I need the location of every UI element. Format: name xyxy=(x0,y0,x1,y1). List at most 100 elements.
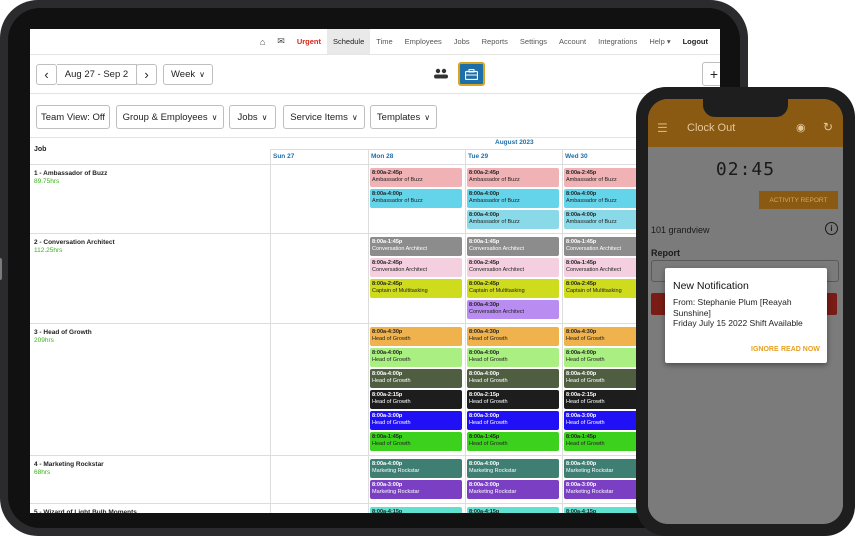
shift-block[interactable]: 8:00a-4:00p Marketing Rockstar xyxy=(564,459,644,478)
job-title[interactable]: 5 - Wizard of Light Bulb Moments xyxy=(34,509,137,513)
chevron-down-icon: ∨ xyxy=(261,112,268,122)
shift-block[interactable]: 8:00a-4:15pWizard of Light Bulb Moments xyxy=(564,507,644,513)
shift-block[interactable]: 8:00a-2:15p Head of Growth xyxy=(370,390,462,409)
prev-week-button[interactable]: ‹ xyxy=(36,64,57,85)
shift-block[interactable]: 8:00a-2:15p Head of Growth xyxy=(467,390,559,409)
shift-block[interactable]: 8:00a-4:00p Ambassador of Buzz xyxy=(467,210,559,229)
group-employees-filter[interactable]: Group & Employees ∨ xyxy=(116,105,224,129)
nav-logout[interactable]: Logout xyxy=(682,37,708,46)
shift-job-name: Marketing Rockstar xyxy=(469,489,517,495)
team-view-icon[interactable] xyxy=(427,62,455,86)
ignore-button[interactable]: IGNORE xyxy=(751,346,779,353)
shift-block[interactable]: 8:00a-3:00p Head of Growth xyxy=(564,411,644,430)
shift-block[interactable]: 8:00a-4:00p Ambassador of Buzz xyxy=(467,189,559,208)
shift-block[interactable]: 8:00a-1:45p Head of Growth xyxy=(564,432,644,451)
shift-block[interactable]: 8:00a-4:15pWizard of Light Bulb Moments xyxy=(467,507,559,513)
shift-block[interactable]: 8:00a-3:00p Marketing Rockstar xyxy=(467,480,559,499)
shift-block[interactable]: 8:00a-4:30p Head of Growth xyxy=(370,327,462,346)
shift-block[interactable]: 8:00a-3:00p Marketing Rockstar xyxy=(564,480,644,499)
shift-block[interactable]: 8:00a-4:30p Head of Growth xyxy=(467,327,559,346)
job-title[interactable]: 2 - Conversation Architect xyxy=(34,239,115,246)
date-range[interactable]: Aug 27 - Sep 2 xyxy=(57,64,137,85)
shift-block[interactable]: 8:00a-4:00p Head of Growth xyxy=(467,348,559,367)
shift-block[interactable]: 8:00a-4:00p Marketing Rockstar xyxy=(370,459,462,478)
shift-block[interactable]: 8:00a-3:00p Head of Growth xyxy=(370,411,462,430)
templates-filter[interactable]: Templates ∨ xyxy=(370,105,437,129)
shift-block[interactable]: 8:00a-2:15p Head of Growth xyxy=(564,390,644,409)
location-target-icon[interactable]: ◉ xyxy=(796,122,806,134)
shift-block[interactable]: 8:00a-4:00p Marketing Rockstar xyxy=(467,459,559,478)
read-now-button[interactable]: READ NOW xyxy=(781,346,820,353)
shift-block[interactable]: 8:00a-2:45p Conversation Architect xyxy=(370,258,462,277)
shift-time: 8:00a-1:45p xyxy=(566,239,597,245)
nav-employees[interactable]: Employees xyxy=(404,37,442,46)
job-view-icon[interactable] xyxy=(458,62,485,86)
service-items-filter[interactable]: Service Items ∨ xyxy=(283,105,365,129)
shift-block[interactable]: 8:00a-2:45p Conversation Architect xyxy=(467,258,559,277)
shift-block[interactable]: 8:00a-2:45p Ambassador of Buzz xyxy=(370,168,462,187)
job-title[interactable]: 1 - Ambassador of Buzz xyxy=(34,170,108,177)
shift-job-name: Captain of Multitasking xyxy=(372,288,428,294)
shift-block[interactable]: 8:00a-4:00p Head of Growth xyxy=(564,369,644,388)
column-divider xyxy=(562,456,563,503)
shift-time: 8:00a-4:00p xyxy=(566,350,597,356)
shift-block[interactable]: 8:00a-4:00p Head of Growth xyxy=(467,369,559,388)
refresh-icon[interactable]: ↻ xyxy=(823,120,834,134)
home-icon[interactable]: ⌂ xyxy=(259,36,266,47)
shift-block[interactable]: 8:00a-4:00p Head of Growth xyxy=(564,348,644,367)
shift-time: 8:00a-3:00p xyxy=(469,482,500,488)
shift-block[interactable]: 8:00a-2:45p Captain of Multitasking xyxy=(564,279,644,298)
envelope-icon[interactable]: ✉ xyxy=(277,36,285,46)
activity-report-button[interactable]: ACTIVITY REPORT xyxy=(759,191,838,209)
next-week-button[interactable]: › xyxy=(136,64,157,85)
job-hours: 112.25hrs xyxy=(34,247,63,254)
nav-urgent[interactable]: Urgent xyxy=(296,37,321,46)
nav-reports[interactable]: Reports xyxy=(481,37,508,46)
shift-block[interactable]: 8:00a-1:45p Head of Growth xyxy=(370,432,462,451)
shift-block[interactable]: 8:00a-4:00p Head of Growth xyxy=(370,369,462,388)
nav-settings[interactable]: Settings xyxy=(519,37,547,46)
shift-block[interactable]: 8:00a-1:45p Conversation Architect xyxy=(564,237,644,256)
shift-block[interactable]: 8:00a-4:30p Head of Growth xyxy=(564,327,644,346)
shift-time: 8:00a-4:00p xyxy=(372,191,403,197)
shift-block[interactable]: 8:00a-4:00p Ambassador of Buzz xyxy=(564,210,644,229)
nav-jobs[interactable]: Jobs xyxy=(453,37,470,46)
shift-block[interactable]: 8:00a-4:00p Ambassador of Buzz xyxy=(370,189,462,208)
shift-block[interactable]: 8:00a-4:15pWizard of Light Bulb Moments xyxy=(370,507,462,513)
team-view-toggle[interactable]: Team View: Off xyxy=(36,105,110,129)
jobs-filter[interactable]: Jobs ∨ xyxy=(229,105,276,129)
nav-integrations[interactable]: Integrations xyxy=(598,37,638,46)
job-title[interactable]: 4 - Marketing Rockstar xyxy=(34,461,104,468)
shift-job-name: Captain of Multitasking xyxy=(469,288,525,294)
shift-block[interactable]: 8:00a-2:45p Ambassador of Buzz xyxy=(564,168,644,187)
nav-account[interactable]: Account xyxy=(559,37,587,46)
shift-block[interactable]: 8:00a-4:30p Conversation Architect xyxy=(467,300,559,319)
shift-block[interactable]: 8:00a-2:45p Ambassador of Buzz xyxy=(467,168,559,187)
shift-block[interactable]: 8:00a-1:45p Conversation Architect xyxy=(370,237,462,256)
shift-job-name: Ambassador of Buzz xyxy=(566,177,617,183)
shift-block[interactable]: 8:00a-4:00p Head of Growth xyxy=(370,348,462,367)
shift-block[interactable]: 8:00a-3:00p Marketing Rockstar xyxy=(370,480,462,499)
info-icon[interactable]: i xyxy=(825,222,838,235)
view-select[interactable]: Week ∨ xyxy=(163,64,213,85)
nav-time[interactable]: Time xyxy=(376,37,393,46)
shift-block[interactable]: 8:00a-1:45p Conversation Architect xyxy=(564,258,644,277)
shift-job-name: Conversation Architect xyxy=(469,267,525,273)
shift-time: 8:00a-4:15p xyxy=(372,509,403,513)
shift-block[interactable]: 8:00a-2:45p Captain of Multitasking xyxy=(370,279,462,298)
shift-block[interactable]: 8:00a-1:45p Conversation Architect xyxy=(467,237,559,256)
nav-schedule[interactable]: Schedule xyxy=(327,29,371,54)
column-divider xyxy=(562,504,563,513)
shift-block[interactable]: 8:00a-3:00p Head of Growth xyxy=(467,411,559,430)
month-header: August 2023 xyxy=(495,139,534,146)
shift-block[interactable]: 8:00a-4:00p Ambassador of Buzz xyxy=(564,189,644,208)
add-button[interactable]: + xyxy=(702,62,720,86)
nav-help[interactable]: Help ▾ xyxy=(649,37,671,46)
job-title[interactable]: 3 - Head of Growth xyxy=(34,329,92,336)
header-divider xyxy=(270,149,720,150)
menu-icon[interactable]: ☰ xyxy=(657,121,668,135)
shift-block[interactable]: 8:00a-1:45p Head of Growth xyxy=(467,432,559,451)
shift-block[interactable]: 8:00a-2:45p Captain of Multitasking xyxy=(467,279,559,298)
column-divider xyxy=(465,234,466,323)
tablet-screen: ⌂ ✉ Urgent Schedule Time Employees Jobs … xyxy=(30,29,720,513)
